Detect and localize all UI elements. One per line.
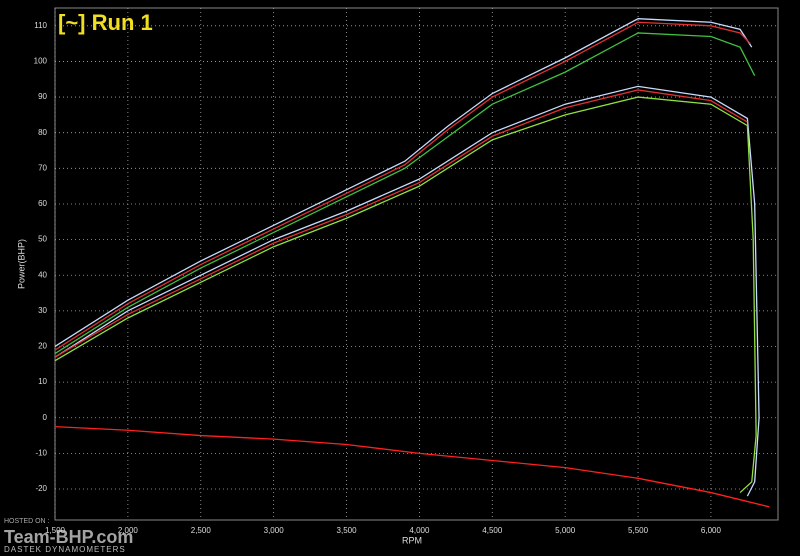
x-tick-label: 5,500 <box>628 526 649 535</box>
y-tick-label: -20 <box>35 484 47 493</box>
y-tick-label: 90 <box>38 92 47 101</box>
x-tick-label: 5,000 <box>555 526 576 535</box>
y-tick-label: 70 <box>38 163 47 172</box>
x-tick-label: 2,500 <box>191 526 212 535</box>
y-tick-label: 30 <box>38 306 47 315</box>
x-tick-label: 4,000 <box>409 526 430 535</box>
y-tick-label: 100 <box>34 57 48 66</box>
y-axis-label: Power(BHP) <box>16 239 26 289</box>
y-tick-label: 60 <box>38 199 47 208</box>
series-line <box>54 426 770 508</box>
series-line <box>54 89 748 358</box>
series-line <box>54 32 756 355</box>
series-line <box>54 21 751 351</box>
watermark: Team-BHP.com <box>4 527 133 547</box>
y-tick-label: 80 <box>38 128 47 137</box>
x-axis-label: RPM <box>402 535 422 545</box>
y-tick-label: -10 <box>35 448 47 457</box>
x-tick-label: 3,500 <box>337 526 358 535</box>
y-tick-label: 40 <box>38 270 47 279</box>
series-line <box>54 85 760 497</box>
hosted-label: HOSTED ON : <box>4 518 50 525</box>
y-tick-label: 110 <box>34 21 47 30</box>
series-line <box>54 18 753 348</box>
x-tick-label: 2,000 <box>118 526 139 535</box>
y-tick-label: 50 <box>38 235 47 244</box>
x-tick-label: 3,000 <box>264 526 285 535</box>
x-tick-label: 1,500 <box>45 526 66 535</box>
y-tick-label: 10 <box>38 377 47 386</box>
series-line <box>54 96 757 494</box>
x-tick-label: 4,500 <box>482 526 503 535</box>
chart-title: [~] Run 1 <box>58 10 153 35</box>
x-tick-label: 6,000 <box>701 526 722 535</box>
y-tick-label: 20 <box>38 342 47 351</box>
y-tick-label: 0 <box>43 413 48 422</box>
footer: DASTEK DYNAMOMETERS <box>4 545 126 554</box>
